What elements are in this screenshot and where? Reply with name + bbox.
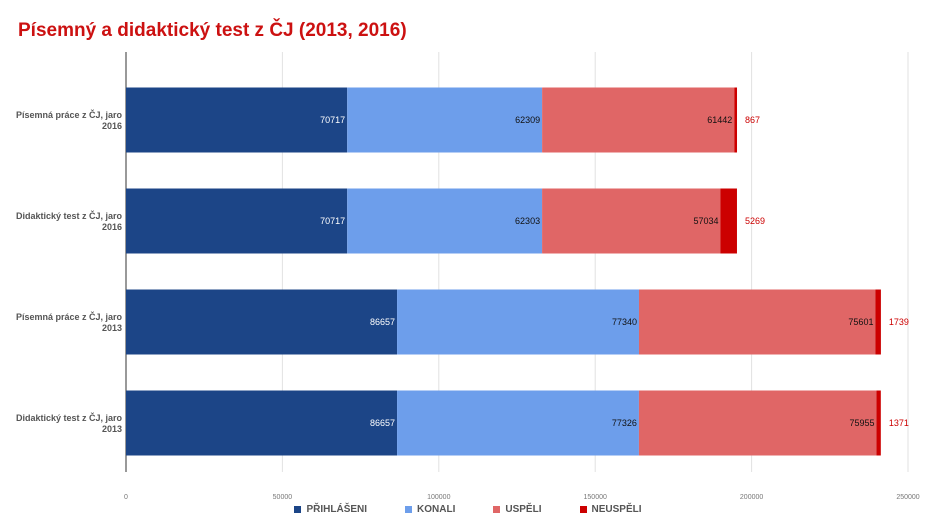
- data-label: 75601: [848, 317, 873, 327]
- legend-swatch: [493, 506, 501, 513]
- bar-segment-neuspěli: [720, 188, 737, 254]
- bar-segment-přihlášeni: [126, 87, 348, 153]
- data-label: 75955: [849, 418, 874, 428]
- bar-segment-neuspěli: [734, 87, 738, 153]
- x-tick-label: 150000: [584, 494, 607, 501]
- bars: [126, 87, 881, 456]
- labels: 0 50000 100000 150000 200000 250000 70717 62309…: [16, 109, 920, 501]
- x-tick-label: 50000: [273, 494, 293, 501]
- data-label: 57034: [693, 216, 718, 226]
- legend-item-přihlášeni[interactable]: PŘIHLÁŠENI: [294, 504, 367, 515]
- data-label: 77340: [612, 317, 637, 327]
- data-label: 77326: [612, 418, 637, 428]
- bar-segment-uspěli: [638, 289, 876, 355]
- legend-item-konali[interactable]: KONALI: [405, 504, 455, 515]
- data-label: 62309: [515, 115, 540, 125]
- bar-segment-uspěli: [638, 390, 877, 456]
- legend-label: KONALI: [417, 504, 456, 515]
- legend-swatch: [294, 506, 302, 513]
- data-label: 61442: [707, 115, 732, 125]
- data-label: 62303: [515, 216, 540, 226]
- data-label: 70717: [320, 216, 345, 226]
- bar-segment-konali: [347, 188, 543, 254]
- category-label: Didaktický test z ČJ, jaro 2016: [16, 210, 123, 232]
- data-label: 867: [745, 115, 760, 125]
- data-label: 1739: [889, 317, 909, 327]
- data-label: 1371: [889, 418, 909, 428]
- bar-segment-přihlášeni: [126, 289, 398, 355]
- bar-segment-přihlášeni: [126, 188, 348, 254]
- bar-segment-konali: [397, 289, 639, 355]
- category-label: Didaktický test z ČJ, jaro 2013: [16, 412, 123, 434]
- category-label: Písemná práce z ČJ, jaro 2016: [16, 109, 123, 131]
- bar-segment-přihlášeni: [126, 390, 398, 456]
- bar-segment-konali: [397, 390, 639, 456]
- legend-label: USPĚLI: [505, 504, 542, 515]
- data-label: 70717: [320, 115, 345, 125]
- x-tick-label: 250000: [896, 494, 919, 501]
- data-label: 86657: [370, 317, 395, 327]
- bar-segment-konali: [347, 87, 543, 153]
- legend-label: PŘIHLÁŠENI: [306, 504, 368, 515]
- legend-item-uspěli[interactable]: USPĚLI: [493, 504, 542, 515]
- chart-title: Písemný a didaktický test z ČJ (2013, 20…: [18, 20, 407, 41]
- bar-segment-uspěli: [542, 188, 721, 254]
- legend-label: NEUSPĚLI: [591, 504, 642, 515]
- chart-legend: PŘIHLÁŠENI KONALI USPĚLI NEUSPĚLI: [0, 504, 936, 515]
- x-tick-label: 0: [124, 494, 128, 501]
- data-label: 5269: [745, 216, 765, 226]
- x-tick-label: 200000: [740, 494, 763, 501]
- legend-item-neuspěli[interactable]: NEUSPĚLI: [579, 504, 642, 515]
- bar-segment-uspěli: [542, 87, 735, 153]
- bar-segment-neuspěli: [876, 390, 881, 456]
- bar-segment-neuspěli: [875, 289, 881, 355]
- legend-swatch: [579, 506, 587, 513]
- x-tick-label: 100000: [427, 494, 450, 501]
- category-label: Písemná práce z ČJ, jaro 2013: [16, 311, 123, 333]
- data-label: 86657: [370, 418, 395, 428]
- legend-swatch: [405, 506, 413, 513]
